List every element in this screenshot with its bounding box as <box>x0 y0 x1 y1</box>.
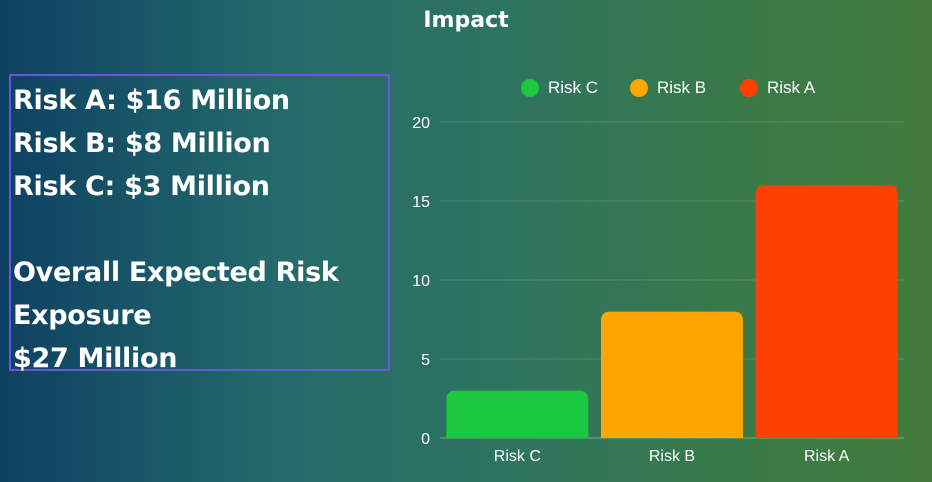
legend-item-risk-a[interactable]: Risk A <box>740 78 815 98</box>
legend-item-risk-b[interactable]: Risk B <box>630 78 706 98</box>
legend-item-risk-c[interactable]: Risk C <box>521 78 598 98</box>
summary-line-risk-c: Risk C: $3 Million <box>13 171 270 202</box>
summary-line-exposure-label: Exposure <box>13 300 152 331</box>
x-tick-label: Risk B <box>649 448 695 465</box>
legend-label-risk-a: Risk A <box>767 78 816 97</box>
bar-risk-c[interactable] <box>446 390 589 438</box>
y-tick-label: 15 <box>412 194 430 211</box>
chart-legend: Risk C Risk B Risk A <box>0 78 932 100</box>
summary-line-risk-a: Risk A: $16 Million <box>13 85 290 116</box>
legend-swatch-risk-b <box>630 79 648 97</box>
summary-line-risk-b: Risk B: $8 Million <box>13 128 271 159</box>
x-tick-label: Risk A <box>804 448 850 465</box>
y-tick-label: 10 <box>412 273 430 290</box>
legend-swatch-risk-a <box>740 79 758 97</box>
y-tick-label: 20 <box>412 115 430 132</box>
risk-summary-box: Risk A: $16 Million Risk B: $8 Million R… <box>9 74 390 374</box>
y-tick-label: 5 <box>421 352 430 369</box>
chart-title: Impact <box>423 8 509 33</box>
summary-line-total: $27 Million <box>13 343 178 374</box>
legend-label-risk-b: Risk B <box>657 78 707 97</box>
bar-risk-b[interactable] <box>601 311 743 438</box>
bar-risk-a[interactable] <box>755 185 898 438</box>
y-tick-label: 0 <box>421 431 430 448</box>
x-tick-label: Risk C <box>494 448 541 465</box>
legend-label-risk-c: Risk C <box>548 78 599 97</box>
summary-line-overall-label: Overall Expected Risk <box>13 257 339 288</box>
legend-swatch-risk-c <box>521 79 539 97</box>
